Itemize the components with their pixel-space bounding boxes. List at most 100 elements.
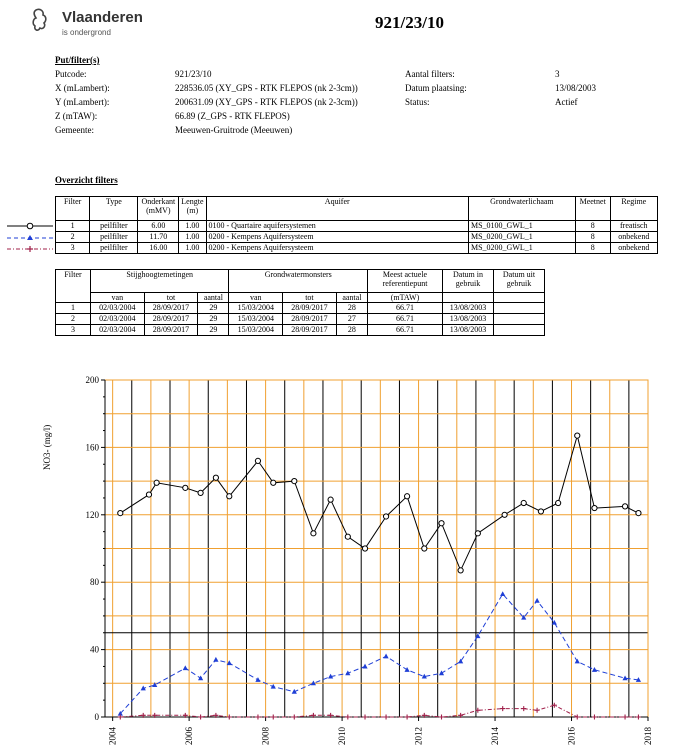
col-van: van <box>228 292 284 303</box>
data-point-filter-3 <box>622 714 628 720</box>
y-value: 200631.09 (XY_GPS - RTK FLEPOS (nk 2-3cm… <box>175 97 358 107</box>
put-label: Putcode: <box>55 69 87 79</box>
data-point-filter-3 <box>117 714 123 720</box>
gemeente-label: Gemeente: <box>55 125 94 135</box>
status-value: Actief <box>555 97 578 107</box>
col-referentiepunt: Meest actuele referentiepunt <box>367 269 443 293</box>
aantal-filters-value: 3 <box>555 69 560 79</box>
col-type: Type <box>89 196 139 221</box>
data-point-filter-1 <box>520 499 527 507</box>
data-point-filter-1 <box>403 493 411 500</box>
data-point-filter-1 <box>291 478 298 485</box>
data-point-filter-1 <box>537 508 545 515</box>
datum-plaatsing-label: Datum plaatsing: <box>405 83 467 93</box>
data-point-filter-2 <box>328 673 334 679</box>
series-line-filter-2 <box>119 593 639 714</box>
data-point-filter-1 <box>382 513 390 520</box>
data-point-filter-1 <box>226 493 233 500</box>
data-point-filter-2 <box>404 667 410 672</box>
data-point-filter-2 <box>534 597 540 603</box>
data-point-filter-2 <box>362 663 368 669</box>
vlaanderen-logo <box>32 8 47 31</box>
overzicht-filters-table: Filter Type Onderkant (mMV) Lengte (m) A… <box>54 196 659 254</box>
data-point-filter-1 <box>145 491 153 498</box>
data-point-filter-2 <box>574 658 580 664</box>
data-point-filter-1 <box>635 510 642 517</box>
col-stijghoogtemetingen: Stijghoogtemetingen <box>89 269 230 293</box>
col-regime: Regime <box>609 196 659 221</box>
y-tick-label: 120 <box>86 510 100 520</box>
data-point-filter-3 <box>226 714 232 720</box>
x-tick-label: 2004 <box>108 727 118 746</box>
data-point-filter-3 <box>534 707 540 713</box>
data-point-filter-2 <box>551 619 557 625</box>
data-point-filter-2 <box>438 670 445 676</box>
x-tick-label: 2014 <box>490 727 500 746</box>
data-point-filter-2 <box>152 682 158 687</box>
z-value: 66.89 (Z_GPS - RTK FLEPOS) <box>175 111 290 121</box>
data-point-filter-3 <box>328 712 334 718</box>
data-point-filter-3 <box>521 706 527 712</box>
status-label: Status: <box>405 97 430 107</box>
data-point-filter-3 <box>421 712 427 718</box>
data-point-filter-1 <box>555 499 562 507</box>
logo-title: Vlaanderen <box>62 9 143 26</box>
col-aantal: aantal <box>197 292 230 303</box>
data-point-filter-2 <box>383 653 389 659</box>
table-row: 1 02/03/2004 28/09/2017 29 15/03/2004 28/09/… <box>55 302 545 314</box>
data-point-filter-1 <box>474 530 481 537</box>
col-filter: Filter <box>54 196 91 221</box>
data-point-filter-2 <box>255 677 261 682</box>
data-point-filter-3 <box>574 714 580 720</box>
data-point-filter-2 <box>226 660 232 666</box>
data-point-filter-3 <box>213 712 219 718</box>
x-tick-label: 2016 <box>567 727 577 746</box>
col-van: van <box>90 292 145 303</box>
data-point-filter-3 <box>591 714 597 720</box>
data-point-filter-1 <box>361 545 369 552</box>
data-point-filter-2 <box>421 673 427 679</box>
data-point-filter-3 <box>500 706 506 712</box>
col-tot: tot <box>143 292 199 303</box>
y-tick-label: 40 <box>90 645 100 655</box>
col-aantal: aantal <box>335 292 369 303</box>
data-point-filter-3 <box>635 714 641 720</box>
legend-filter-3 <box>7 246 53 252</box>
data-point-filter-3 <box>475 707 481 713</box>
y-tick-label: 80 <box>90 577 100 587</box>
data-point-filter-2 <box>310 680 317 686</box>
data-point-filter-2 <box>591 667 598 672</box>
datum-plaatsing-value: 13/08/2003 <box>555 83 597 93</box>
nitrate-chart: 0 40 80 120 160 200 2004 2006 2008 2010 2012 2014 20… <box>42 375 653 746</box>
col-aquifer: Aquifer <box>205 196 469 221</box>
gemeente-value: Meeuwen-Gruitrode (Meeuwen) <box>175 125 293 135</box>
data-point-filter-1 <box>501 511 508 518</box>
data-point-filter-3 <box>270 714 276 720</box>
table-row: 1 peilfilter 6.00 1.00 0100 - Quartaire aq… <box>54 220 659 232</box>
data-point-filter-1 <box>254 457 262 464</box>
data-point-filter-2 <box>475 633 481 639</box>
data-point-filter-3 <box>182 712 188 718</box>
col-lengte: Lengte (m) <box>178 196 207 221</box>
y-tick-label: 160 <box>86 442 100 452</box>
data-point-filter-1 <box>310 530 317 537</box>
data-point-filter-1 <box>197 489 204 496</box>
series-line-filter-3 <box>120 704 639 718</box>
series-line-filter-1 <box>120 433 639 572</box>
lion-icon <box>32 8 47 31</box>
x-tick-label: 2018 <box>643 727 653 746</box>
data-point-filter-2 <box>140 685 146 691</box>
data-point-filter-3 <box>458 712 464 718</box>
data-point-filter-2 <box>197 675 204 681</box>
z-label: Z (mTAW): <box>55 111 98 121</box>
x-tick-label: 2010 <box>337 727 347 746</box>
data-point-filter-2 <box>213 656 219 662</box>
data-point-filter-1 <box>270 479 277 486</box>
col-datum-in-gebruik: Datum in gebruik <box>442 269 494 293</box>
col-filter: Filter <box>55 269 91 303</box>
col-ref-unit: (mTAW) <box>367 292 443 303</box>
col-tot: tot <box>282 292 337 303</box>
data-point-filter-3 <box>291 714 297 720</box>
y-label: Y (mLambert): <box>55 97 110 107</box>
data-point-filter-3 <box>551 702 557 708</box>
